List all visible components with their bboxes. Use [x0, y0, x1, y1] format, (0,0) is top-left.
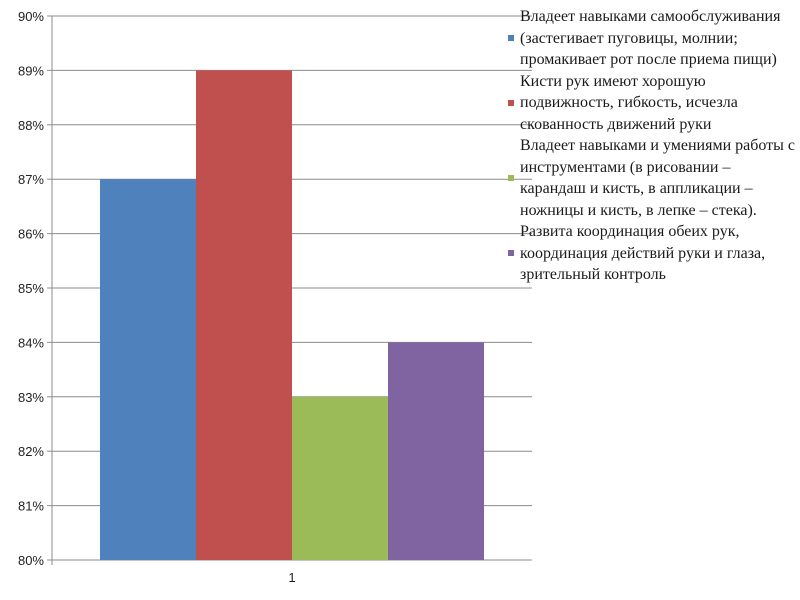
- legend-item-1: Владеет навыками самообслуживания (засте…: [508, 6, 798, 71]
- legend-swatch-3: [508, 175, 514, 181]
- y-tick-label-90: 90%: [18, 9, 44, 24]
- legend: Владеет навыками самообслуживания (засте…: [508, 6, 798, 286]
- y-tick-label-84: 84%: [18, 335, 44, 350]
- y-tick-label-83: 83%: [18, 390, 44, 405]
- y-tick-label-80: 80%: [18, 553, 44, 568]
- x-tick-label-1: 1: [288, 570, 295, 585]
- legend-item-4: Развита координация обеих рук, координац…: [508, 221, 798, 286]
- legend-item-2: Кисти рук имеют хорошую подвижность, гиб…: [508, 71, 798, 136]
- y-tick-label-88: 88%: [18, 118, 44, 133]
- legend-label-3: Владеет навыками и умениями работы с инс…: [520, 137, 796, 219]
- legend-swatch-1: [508, 35, 514, 42]
- y-tick-label-87: 87%: [18, 172, 44, 187]
- legend-label-4: Развита координация обеих рук, координац…: [520, 223, 766, 283]
- y-tick-label-81: 81%: [18, 499, 44, 514]
- bar-series-1-cat-1: [100, 179, 196, 560]
- bar-series-4-cat-1: [388, 342, 484, 560]
- y-tick-label-89: 89%: [18, 63, 44, 78]
- bar-series-3-cat-1: [292, 396, 388, 560]
- y-tick-label-86: 86%: [18, 227, 44, 242]
- bar-series-2-cat-1: [196, 70, 292, 561]
- legend-swatch-2: [508, 99, 514, 106]
- legend-label-2: Кисти рук имеют хорошую подвижность, гиб…: [520, 72, 738, 133]
- legend-label-1: Владеет навыками самообслуживания (засте…: [520, 8, 781, 68]
- legend-swatch-4: [508, 250, 514, 257]
- y-tick-label-85: 85%: [18, 281, 44, 296]
- legend-item-3: Владеет навыками и умениями работы с инс…: [508, 135, 798, 221]
- y-tick-label-82: 82%: [18, 444, 44, 459]
